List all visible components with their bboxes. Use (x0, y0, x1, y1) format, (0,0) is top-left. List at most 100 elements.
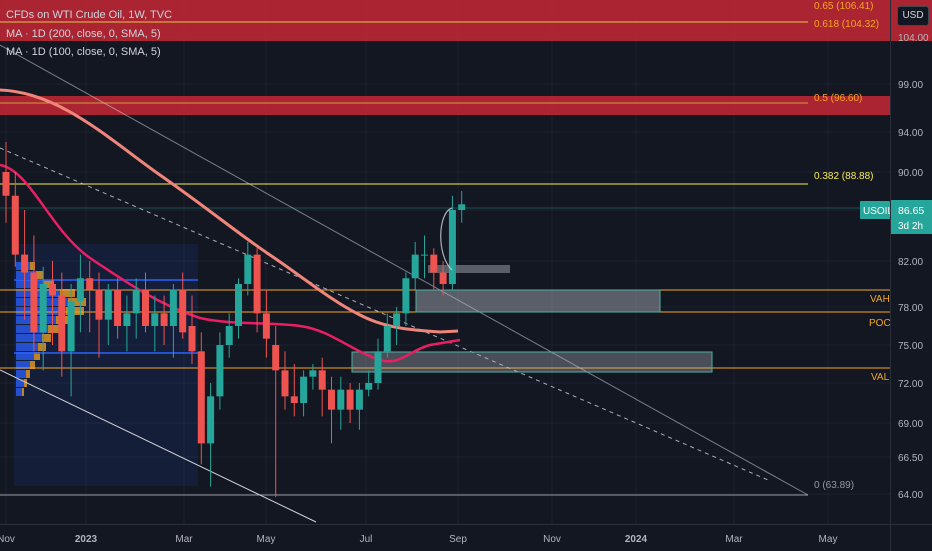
time-tick-label: Jul (360, 534, 373, 545)
volume-profile-bar (16, 370, 26, 378)
candle-body (421, 254, 428, 256)
candle-body (309, 370, 317, 377)
small-box (428, 265, 510, 273)
ma-200-legend[interactable]: MA · 1D (200, close, 0, SMA, 5) (6, 28, 161, 40)
candle-body (430, 254, 438, 273)
candle-body (123, 313, 131, 326)
candle-body (328, 389, 335, 410)
price-tick-label: 104.00 (898, 33, 929, 44)
countdown-value: 3d 2h (898, 221, 923, 232)
volume-profile-bar (16, 361, 30, 369)
volume-profile-bar-accent (30, 361, 35, 369)
volume-profile-bar-accent (22, 388, 24, 396)
volume-profile-bar (16, 388, 22, 396)
price-tick-label: 72.00 (898, 379, 923, 390)
price-tick-label: 69.00 (898, 419, 923, 430)
time-axis[interactable]: Nov 2023 Mar May Jul Sep Nov 2024 Mar May (0, 524, 890, 551)
demand-zone-2 (351, 351, 713, 373)
candle-body (337, 389, 345, 410)
candle-body (393, 313, 401, 326)
dashed-trendline (0, 147, 769, 481)
candle-body (439, 272, 447, 284)
axis-corner (890, 524, 932, 551)
ma-200-line (0, 88, 459, 334)
time-tick-label: May (257, 534, 276, 545)
candle-body (160, 313, 168, 326)
volume-profile-bar-accent (38, 343, 46, 351)
volume-profile-bar (16, 379, 24, 387)
grid (0, 0, 890, 524)
volume-profile-bar-accent (30, 262, 35, 270)
candle-body (281, 370, 289, 397)
fib-label-0382: 0.382 (88.88) (814, 171, 874, 182)
candle-body (179, 289, 187, 333)
upper-trendline (0, 44, 809, 496)
candle-body (346, 389, 354, 410)
price-axis[interactable]: 104.0099.0094.0090.0086.0082.0078.0075.0… (890, 0, 932, 524)
candle-body (365, 383, 373, 390)
price-tick-label: 90.00 (898, 168, 923, 179)
candle-body (300, 376, 308, 403)
candlestick-series (2, 142, 466, 497)
candle-body (39, 284, 47, 333)
candle-body (216, 345, 224, 397)
time-tick-label: 2023 (75, 534, 98, 545)
candle-body (21, 254, 29, 273)
time-tick-label: Sep (449, 534, 467, 545)
candle-body (207, 396, 215, 444)
volume-profile-bar (16, 343, 38, 351)
candle-body (142, 289, 149, 326)
candle-body (95, 289, 103, 320)
candle-body (383, 326, 391, 352)
time-axis-scale: Nov 2023 Mar May Jul Sep Nov 2024 Mar May (0, 534, 838, 545)
volume-profile-bar-accent (48, 325, 59, 333)
candle-body (225, 326, 233, 345)
candle-body (188, 326, 196, 352)
candle-body (58, 295, 66, 352)
symbol-tag-label: USOIL (863, 206, 890, 217)
volume-profile-bar-accent (68, 298, 86, 306)
currency-button[interactable]: USD (897, 6, 929, 26)
candle-body (169, 289, 177, 326)
volume-profile-bar-accent (24, 379, 27, 387)
time-tick-label: Nov (0, 534, 15, 545)
demand-zone-1 (415, 289, 661, 313)
current-price-value: 86.65 (898, 205, 924, 217)
price-tick-label: 66.50 (898, 453, 923, 464)
candle-body (402, 278, 410, 314)
candle-body (262, 313, 270, 339)
volume-profile-bar-accent (66, 307, 84, 315)
candle-body (318, 370, 326, 390)
current-price-tag (891, 200, 932, 234)
price-chart[interactable]: 0.65 (106.41) 0.618 (104.32) 0.5 (96.60)… (0, 0, 890, 524)
price-tick-label: 82.00 (898, 257, 923, 268)
symbol-title[interactable]: CFDs on WTI Crude Oil, 1W, TVC (6, 9, 173, 21)
price-tick-label: 75.00 (898, 341, 923, 352)
volume-profile-bar-accent (60, 289, 75, 297)
volume-profile-bar-accent (42, 334, 51, 342)
candle-body (448, 210, 456, 284)
resistance-zone-upper (0, 0, 890, 41)
volume-profile-bar-accent (26, 370, 30, 378)
candle-body (11, 195, 19, 255)
price-tick-label: 78.00 (898, 303, 923, 314)
ma-100-legend[interactable]: MA · 1D (100, close, 0, SMA, 5) (6, 46, 161, 58)
fib-label-0: 0 (63.89) (814, 480, 854, 491)
candle-body (104, 289, 112, 320)
val-label: VAL (871, 372, 890, 383)
volume-profile-bar-accent (36, 271, 43, 279)
candle-body (253, 254, 261, 314)
candle-body (30, 272, 38, 333)
chart-area[interactable]: 0.65 (106.41) 0.618 (104.32) 0.5 (96.60)… (0, 0, 890, 524)
fib-label-0618: 0.618 (104.32) (814, 19, 879, 30)
time-tick-label: May (819, 534, 838, 545)
candle-body (76, 278, 84, 302)
time-tick-label: 2024 (625, 534, 648, 545)
volume-profile-bar (16, 352, 34, 360)
candle-body (67, 301, 75, 352)
price-tick-label: 64.00 (898, 490, 923, 501)
volume-profile-bar (16, 280, 44, 288)
time-tick-label: Nov (543, 534, 561, 545)
candle-body (244, 254, 252, 284)
vah-label: VAH (870, 294, 890, 305)
